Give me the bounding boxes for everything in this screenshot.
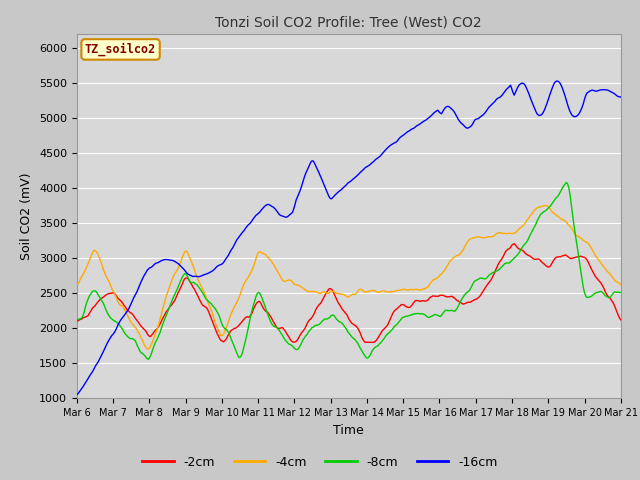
X-axis label: Time: Time [333,424,364,437]
Title: Tonzi Soil CO2 Profile: Tree (West) CO2: Tonzi Soil CO2 Profile: Tree (West) CO2 [216,16,482,30]
Legend: -2cm, -4cm, -8cm, -16cm: -2cm, -4cm, -8cm, -16cm [138,451,502,474]
Y-axis label: Soil CO2 (mV): Soil CO2 (mV) [20,172,33,260]
Text: TZ_soilco2: TZ_soilco2 [85,43,156,56]
